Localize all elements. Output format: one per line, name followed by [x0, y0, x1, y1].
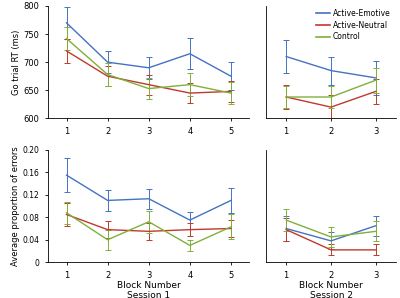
Y-axis label: Go trial RT (ms): Go trial RT (ms) [12, 30, 21, 95]
Legend: Active-Emotive, Active-Neutral, Control: Active-Emotive, Active-Neutral, Control [314, 7, 392, 43]
X-axis label: Block Number
Session 1: Block Number Session 1 [117, 281, 181, 298]
Y-axis label: Average proportion of errors: Average proportion of errors [11, 146, 20, 266]
X-axis label: Block Number
Session 2: Block Number Session 2 [299, 281, 363, 298]
